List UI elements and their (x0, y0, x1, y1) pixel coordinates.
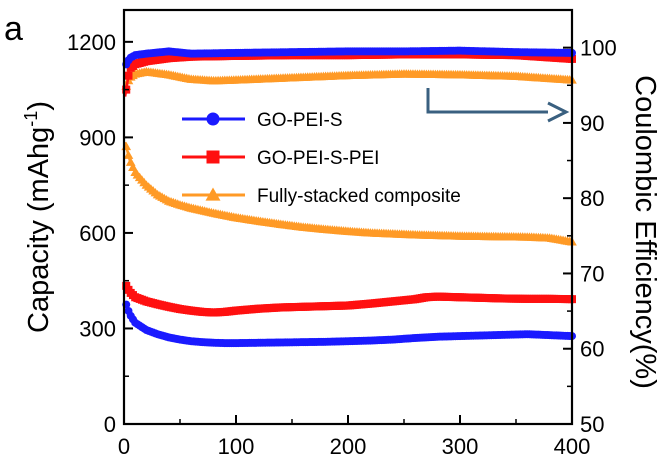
y-tick-label: 0 (104, 412, 116, 437)
y-tick-label: 900 (79, 125, 116, 150)
legend-marker (205, 187, 221, 201)
legend-marker (206, 150, 220, 164)
y-axis-title-main: Capacity (mAhg (23, 127, 55, 333)
panel-label: a (4, 10, 23, 48)
ticks-layer: 0 100 200 300 400 0 300 600 900 1200 50 60 70 80 90 100 (67, 30, 617, 459)
y-axis-title-sup: -1 (21, 111, 41, 127)
legend-label: GO-PEI-S (257, 110, 343, 131)
arrow-shaft (426, 88, 548, 114)
x-tick-label: 300 (442, 434, 479, 459)
y2-tick-label: 80 (580, 186, 604, 211)
y2-tick-label: 50 (580, 412, 604, 437)
y-axis-title-tail: ) (23, 101, 55, 111)
legend-item-go-pei-s-pei: GO-PEI-S-PEI (182, 148, 379, 169)
y-tick-label: 300 (79, 316, 116, 341)
y2-axis-title: Coulombic Efficiency(%) (629, 75, 661, 389)
legend: GO-PEI-S GO-PEI-S-PEI Fully-stacked compos… (182, 110, 461, 207)
data-point-fully-stacked-composite (123, 150, 134, 159)
y-tick-label: 1200 (67, 30, 116, 55)
x-tick-label: 400 (554, 434, 591, 459)
legend-item-go-pei-s: GO-PEI-S (182, 110, 343, 131)
y2-tick-label: 60 (580, 337, 604, 362)
data-point-go-pei-s-pei-efficiency (124, 71, 133, 80)
series-fully-stacked-composite-efficiency (121, 66, 577, 90)
axis-arrow-annotation (426, 88, 570, 123)
y2-tick-label: 100 (580, 36, 617, 61)
legend-label: GO-PEI-S-PEI (257, 148, 379, 169)
y2-tick-label: 90 (580, 111, 604, 136)
series-fully-stacked-composite (121, 141, 577, 246)
legend-label: Fully-stacked composite (257, 186, 461, 207)
y-tick-label: 600 (79, 221, 116, 246)
data-point-fully-stacked-composite (121, 141, 132, 151)
y-axis-title: Capacity (mAhg-1) (21, 101, 55, 333)
arrow-head (547, 101, 570, 123)
x-tick-label: 100 (218, 434, 255, 459)
svg-text:Capacity (mAhg-1): Capacity (mAhg-1) (21, 101, 55, 333)
x-tick-label: 0 (118, 434, 130, 459)
series-go-pei-s-pei (122, 281, 576, 317)
x-tick-label: 200 (330, 434, 367, 459)
series-go-pei-s (122, 300, 576, 348)
legend-item-fully-stacked-composite: Fully-stacked composite (182, 186, 461, 207)
series-layer (121, 46, 577, 348)
legend-marker (206, 112, 220, 126)
y2-tick-label: 70 (580, 261, 604, 286)
